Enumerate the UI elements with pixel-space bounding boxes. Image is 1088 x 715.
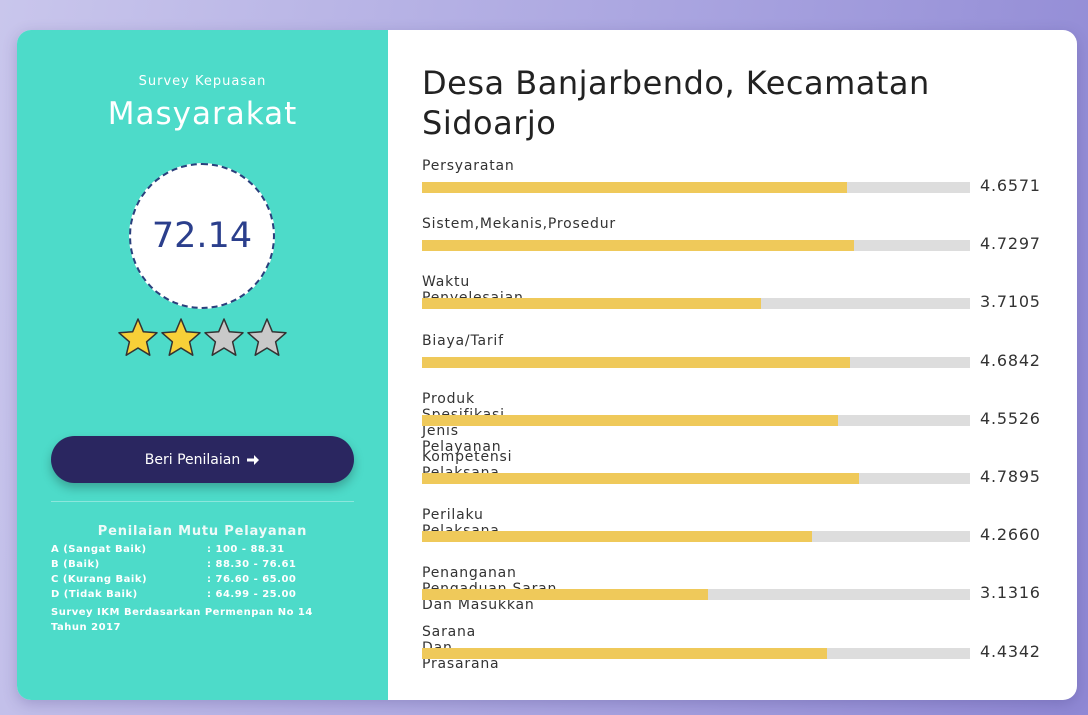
bar-track	[422, 473, 970, 484]
separator	[51, 501, 354, 502]
legend-title: Penilaian Mutu Pelayanan	[97, 524, 308, 539]
bar-track	[422, 240, 970, 252]
bar	[422, 473, 860, 484]
value-label: 4.6571	[980, 176, 1041, 195]
value-label: 4.4342	[980, 641, 1041, 661]
legend-range: : 76.60 - 65.00	[207, 574, 297, 585]
bar	[422, 531, 812, 543]
score: 72.14	[129, 163, 275, 309]
bar-track	[422, 298, 970, 310]
value-label: 4.5526	[980, 408, 1041, 428]
value-label: 4.7297	[980, 234, 1041, 254]
bar-label: Persyaratan	[422, 158, 515, 174]
bar	[422, 298, 761, 310]
bar	[422, 356, 850, 368]
bar-label: Biaya/Tarif	[422, 332, 504, 349]
kicker: Survey Kepuasan	[138, 74, 267, 89]
bar-track	[422, 182, 970, 193]
panel-title: Masyarakat	[107, 96, 298, 132]
button-label: Beri Penilaian	[144, 451, 241, 468]
star-empty	[204, 318, 244, 356]
star-filled	[161, 318, 201, 356]
bar-label: Sarana Dan Prasarana	[422, 623, 500, 672]
value-label: 3.7105	[980, 292, 1041, 312]
bar-track	[422, 531, 970, 543]
legend-range: : 100 - 88.31	[207, 544, 285, 555]
bar-label: Sistem,Mekanis,Prosedur	[422, 216, 616, 233]
star-empty	[247, 318, 287, 356]
rate-button[interactable]: Beri Penilaian	[51, 436, 354, 483]
bar-track	[422, 414, 970, 426]
legend-range: : 64.99 - 25.00	[207, 589, 297, 600]
value-label: 4.2660	[980, 525, 1041, 545]
legend-label: B (Baik)	[51, 559, 100, 570]
bar	[422, 240, 854, 252]
legend-label: D (Tidak Baik)	[51, 589, 138, 600]
note: Survey IKM Berdasarkan Permenpan No 14 T…	[51, 607, 313, 633]
bar-track	[422, 647, 970, 659]
bar	[422, 414, 838, 426]
chart-title: Desa Banjarbendo, Kecamatan Sidoarjo	[422, 64, 930, 142]
bar	[422, 182, 848, 193]
arrow-icon	[247, 454, 260, 465]
legend-label: C (Kurang Baik)	[51, 574, 148, 585]
legend-range: : 88.30 - 76.61	[207, 559, 297, 570]
legend-label: A (Sangat Baik)	[51, 544, 147, 555]
star-rating	[118, 318, 287, 356]
left-panel: Survey Kepuasan Masyarakat 72.14 Beri Pe…	[17, 30, 388, 700]
value-label: 4.7895	[980, 467, 1041, 486]
card: Survey Kepuasan Masyarakat 72.14 Beri Pe…	[17, 30, 1077, 700]
bar	[422, 589, 709, 601]
value-label: 3.1316	[980, 583, 1041, 603]
star-filled	[118, 318, 158, 356]
bar-track	[422, 589, 970, 601]
value-label: 4.6842	[980, 350, 1041, 370]
bar-track	[422, 356, 970, 368]
bar	[422, 647, 827, 659]
